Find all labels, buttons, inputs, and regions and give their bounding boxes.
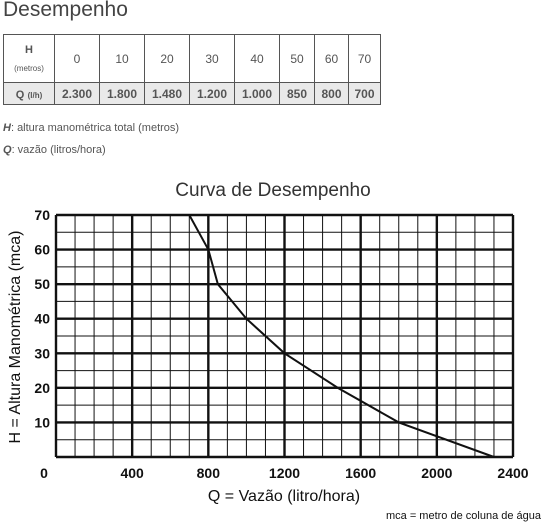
note-h-abbr: H (3, 122, 11, 134)
h-value-cell: 10 (99, 34, 145, 83)
performance-curve-line (188, 214, 495, 458)
note-h: H: altura manométrica total (metros) (3, 122, 179, 134)
h-value-cell: 50 (279, 34, 315, 83)
y-tick-label: 50 (34, 276, 50, 292)
curve-point (397, 421, 400, 424)
h-value-cell: 20 (144, 34, 190, 83)
q-value-cell: 1.480 (144, 82, 190, 105)
x-tick-label: 0 (40, 465, 48, 481)
x-tick-label: 800 (197, 465, 221, 481)
performance-table: H (metros) 0 10 20 30 40 50 60 70 Q (l/h) 2.300… (3, 34, 381, 105)
q-value-cell: 1.000 (234, 82, 280, 105)
x-axis-label: Q = Vazão (litro/hora) (208, 488, 360, 505)
q-label: Q (15, 88, 25, 101)
curve-point (207, 248, 210, 251)
y-tick-label: 30 (34, 345, 50, 361)
performance-chart: Curva de Desempenho 0 400 800 1200 1600 2000 2… (7, 180, 542, 522)
curve-point (337, 387, 339, 389)
chart-footnote: mca = metro de coluna de água (386, 510, 542, 522)
h-value-cell: 40 (234, 34, 280, 83)
q-value-cell: 700 (348, 82, 381, 105)
y-tick-label: 60 (34, 242, 50, 258)
curve-point (217, 283, 219, 285)
q-unit: (l/h) (27, 90, 43, 100)
table-row-flow: Q (l/h) 2.300 1.800 1.480 1.200 1.000 850 800 7… (3, 82, 381, 105)
x-tick-label: 2000 (421, 465, 452, 481)
h-label: H (25, 44, 33, 56)
note-q-text: : vazão (litros/hora) (11, 144, 106, 156)
x-tick-label: 1200 (269, 465, 300, 481)
q-header-cell: Q (l/h) (3, 82, 55, 105)
note-h-text: : altura manométrica total (metros) (10, 122, 180, 134)
h-value-cell: 30 (189, 34, 235, 83)
q-value-cell: 2.300 (54, 82, 100, 105)
series-layer (188, 214, 495, 458)
h-unit: (metros) (14, 64, 44, 73)
y-tick-label: 10 (34, 414, 50, 430)
page-title: Desempenho (3, 0, 128, 21)
x-tick-label: 2400 (497, 465, 528, 481)
curve-point (283, 352, 286, 355)
chart-title: Curva de Desempenho (175, 180, 370, 201)
note-q-abbr: Q (3, 144, 12, 156)
q-value-cell: 850 (279, 82, 315, 105)
y-tick-label: 70 (34, 207, 50, 223)
curve-point (188, 214, 191, 216)
curve-point (245, 317, 248, 320)
note-q: Q: vazão (litros/hora) (3, 144, 106, 156)
table-row-head: H (metros) 0 10 20 30 40 50 60 70 (3, 34, 381, 83)
y-tick-label: 40 (34, 311, 50, 327)
h-value-cell: 70 (348, 34, 381, 83)
y-axis-label: H = Altura Manométrica (mca) (7, 231, 24, 444)
y-tick-labels: 10 20 30 40 50 60 70 (34, 207, 50, 430)
y-tick-label: 20 (34, 380, 50, 396)
h-header-cell: H (metros) (3, 34, 55, 83)
q-value-cell: 1.200 (189, 82, 235, 105)
q-value-cell: 800 (314, 82, 349, 105)
h-value-cell: 0 (54, 34, 100, 83)
x-tick-labels: 0 400 800 1200 1600 2000 2400 (40, 465, 529, 481)
h-value-cell: 60 (314, 34, 349, 83)
x-tick-label: 400 (120, 465, 144, 481)
q-value-cell: 1.800 (99, 82, 145, 105)
curve-point (493, 456, 495, 458)
grid-major (54, 213, 515, 459)
x-tick-label: 1600 (345, 465, 376, 481)
